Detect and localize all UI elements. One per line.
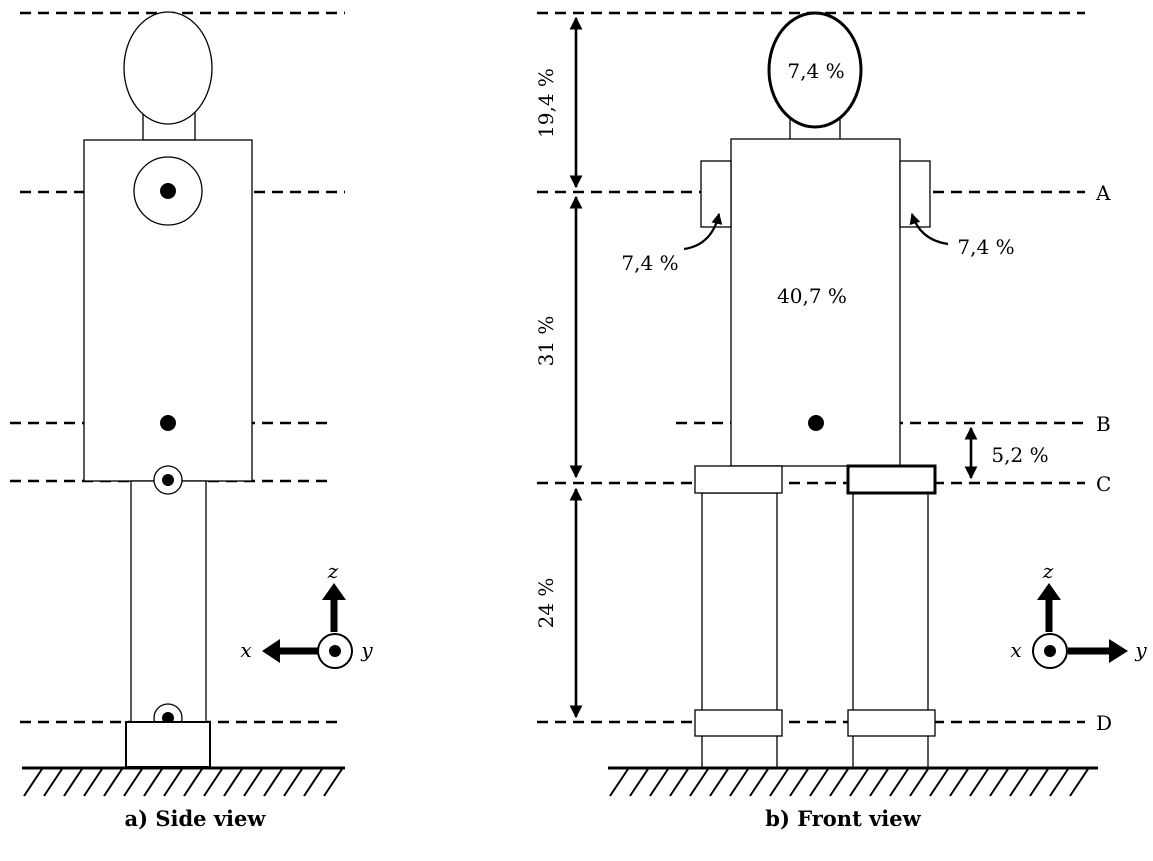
front-head xyxy=(767,11,863,129)
ground-hatch-stroke xyxy=(1069,768,1089,797)
ground-hatch-stroke xyxy=(929,768,949,797)
side-z-label: z xyxy=(327,559,339,583)
front-view-caption: b) Front view xyxy=(765,806,921,831)
ground-hatch-stroke xyxy=(749,768,769,797)
ground-hatch-stroke xyxy=(303,768,323,797)
ground-hatch-stroke xyxy=(789,768,809,797)
level-d-label: D xyxy=(1096,711,1112,735)
ground-hatch-stroke xyxy=(889,768,909,797)
ground-hatch-stroke xyxy=(649,768,669,797)
level-c-label: C xyxy=(1096,472,1111,496)
ground-hatch-stroke xyxy=(689,768,709,797)
dim-a-to-c-label: 31 % xyxy=(534,316,558,367)
side-arm-joint-dot xyxy=(160,183,176,199)
ground-hatch-stroke xyxy=(969,768,989,797)
head-mass-label: 7,4 % xyxy=(787,59,844,83)
front-x-label: x xyxy=(1010,638,1021,662)
ground-hatch-stroke xyxy=(1049,768,1069,797)
ground-hatch-stroke xyxy=(163,768,183,797)
front-com-dot xyxy=(808,415,824,431)
dim-c-to-d-label: 24 % xyxy=(534,578,558,629)
ground-hatch-stroke xyxy=(63,768,83,797)
ground-hatch-stroke xyxy=(1029,768,1049,797)
ground-hatch-stroke xyxy=(323,768,343,797)
left-arm-mass-label: 7,4 % xyxy=(621,251,678,275)
ground-hatch-stroke xyxy=(949,768,969,797)
side-coordinate-system: z x y xyxy=(240,559,373,669)
right-arm-pointer xyxy=(909,212,949,246)
front-right-ankle-band xyxy=(847,709,936,737)
front-y-arrow-head xyxy=(1109,639,1128,663)
level-a-label: A xyxy=(1095,181,1111,205)
ground-hatch-stroke xyxy=(849,768,869,797)
dim-top-to-a-label: 19,4 % xyxy=(534,68,558,138)
front-right-hip-band xyxy=(846,464,937,495)
ground-hatch-stroke xyxy=(909,768,929,797)
trunk-mass-label: 40,7 % xyxy=(777,284,847,308)
front-view: A B C D 7,4 % 40,7 % 7,4 % 7,4 % 19,4 % xyxy=(534,11,1147,831)
right-arm-mass-label: 7,4 % xyxy=(957,235,1014,259)
side-hip-joint-dot xyxy=(162,474,174,486)
ground-hatch-stroke xyxy=(103,768,123,797)
level-b-label: B xyxy=(1096,412,1111,436)
ground-hatch-stroke xyxy=(869,768,889,797)
side-x-label: x xyxy=(240,638,251,662)
ground-hatch-stroke xyxy=(83,768,103,797)
ground-hatch-stroke xyxy=(43,768,63,797)
front-z-arrow-head xyxy=(1037,583,1061,600)
ground-hatch-stroke xyxy=(23,768,43,797)
front-left-ankle-band xyxy=(694,709,783,737)
ground-hatch-stroke xyxy=(183,768,203,797)
ground-hatch-stroke xyxy=(1009,768,1029,797)
ground-hatch-stroke xyxy=(263,768,283,797)
ground-hatch-stroke xyxy=(629,768,649,797)
ground-hatch-stroke xyxy=(669,768,689,797)
side-leg xyxy=(130,480,207,723)
side-y-out-dot xyxy=(329,645,341,657)
side-head xyxy=(123,11,213,125)
ground-hatch-stroke xyxy=(223,768,243,797)
ground-hatch-stroke xyxy=(829,768,849,797)
front-z-label: z xyxy=(1042,559,1054,583)
side-z-arrow-head xyxy=(322,583,346,600)
side-ground-hatch xyxy=(23,768,343,797)
front-coordinate-system: z x y xyxy=(1010,559,1147,669)
dim-b-to-c-label: 5,2 % xyxy=(991,443,1048,467)
side-view: z x y a) Side view xyxy=(10,11,373,831)
ground-hatch-stroke xyxy=(729,768,749,797)
front-left-arm xyxy=(700,160,732,228)
front-left-hip-band xyxy=(694,465,783,494)
ground-hatch-stroke xyxy=(203,768,223,797)
left-arm-pointer xyxy=(683,212,723,251)
ground-hatch-stroke xyxy=(769,768,789,797)
front-y-label: y xyxy=(1134,638,1147,662)
front-right-arm xyxy=(899,160,931,228)
ground-hatch-stroke xyxy=(809,768,829,797)
ground-hatch-stroke xyxy=(243,768,263,797)
ground-hatch-stroke xyxy=(123,768,143,797)
ground-hatch-stroke xyxy=(143,768,163,797)
ground-hatch-stroke xyxy=(989,768,1009,797)
front-x-out-dot xyxy=(1044,645,1056,657)
side-com-dot xyxy=(160,415,176,431)
front-ground-hatch xyxy=(609,768,1089,797)
side-foot xyxy=(125,721,211,768)
ground-hatch-stroke xyxy=(709,768,729,797)
side-view-caption: a) Side view xyxy=(125,806,267,831)
side-x-arrow-head xyxy=(262,639,280,663)
ground-hatch-stroke xyxy=(609,768,629,797)
front-trunk xyxy=(730,138,901,467)
ground-hatch-stroke xyxy=(283,768,303,797)
side-y-label: y xyxy=(360,638,373,662)
